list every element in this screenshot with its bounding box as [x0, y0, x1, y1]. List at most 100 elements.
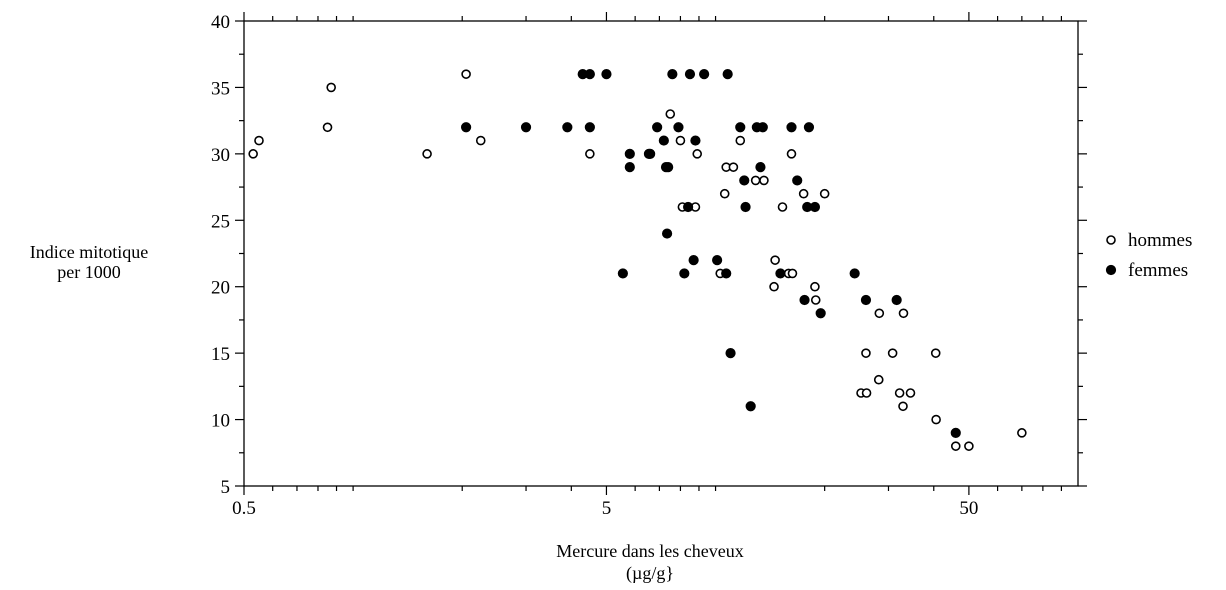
legend-label-hommes: hommes	[1128, 230, 1192, 251]
data-point-femmes	[601, 69, 612, 80]
data-point-hommes	[810, 295, 821, 305]
data-point-femmes	[815, 308, 826, 319]
data-point-hommes	[787, 268, 798, 279]
data-point-femmes	[679, 268, 690, 279]
data-point-femmes	[740, 201, 751, 213]
data-point-hommes	[798, 188, 809, 199]
data-point-hommes	[770, 255, 780, 265]
data-point-femmes	[739, 175, 750, 186]
y-tick-label: 10	[211, 411, 230, 432]
data-point-femmes	[617, 268, 628, 279]
data-point-femmes	[849, 268, 860, 279]
y-tick-label: 25	[211, 211, 230, 232]
data-point-femmes	[745, 401, 756, 412]
data-point-hommes	[735, 135, 746, 146]
legend: hommes femmes	[1105, 230, 1192, 281]
data-point-femmes	[891, 294, 902, 306]
data-point-femmes	[799, 294, 810, 306]
data-point-hommes	[930, 348, 941, 358]
y-axis-title-line-2: per 1000	[57, 262, 120, 282]
data-point-hommes	[874, 308, 885, 319]
data-point-femmes	[520, 122, 532, 133]
data-point-femmes	[645, 148, 656, 159]
data-point-femmes	[950, 427, 961, 438]
data-point-femmes	[684, 69, 696, 80]
data-point-hommes	[905, 388, 916, 398]
data-point-femmes	[667, 69, 678, 80]
data-point-femmes	[673, 122, 684, 133]
data-point-hommes	[719, 188, 730, 199]
legend-marker-femmes	[1105, 264, 1117, 276]
y-tick-label: 15	[211, 344, 230, 365]
data-point-hommes	[964, 441, 974, 451]
x-axis-title-line-2: (µg/g}	[626, 563, 674, 584]
data-point-hommes	[887, 348, 898, 358]
data-point-femmes	[663, 162, 674, 173]
y-tick-label: 20	[211, 278, 230, 299]
data-point-femmes	[735, 122, 746, 133]
data-point-femmes	[775, 268, 786, 279]
data-point-hommes	[931, 414, 941, 425]
data-point-femmes	[725, 348, 736, 359]
x-tick-label: 0.5	[232, 498, 256, 519]
data-point-femmes	[722, 69, 733, 80]
x-tick-label: 5	[602, 498, 612, 519]
data-point-hommes	[861, 388, 872, 398]
data-point-femmes	[755, 162, 766, 173]
data-point-hommes	[950, 441, 961, 451]
data-point-hommes	[898, 308, 909, 319]
data-point-hommes	[692, 149, 703, 159]
data-point-femmes	[786, 122, 797, 133]
y-tick-label: 35	[211, 78, 230, 99]
x-axis-title-line-1: Mercure dans les cheveux	[556, 541, 743, 561]
legend-marker-hommes	[1106, 235, 1116, 245]
data-point-femmes	[562, 122, 573, 133]
data-point-hommes	[322, 122, 333, 133]
data-point-femmes	[860, 294, 872, 306]
data-point-hommes	[819, 188, 830, 199]
data-point-femmes	[584, 122, 595, 133]
data-point-hommes	[861, 348, 871, 358]
data-point-hommes	[894, 388, 905, 398]
x-tick-label: 50	[959, 498, 978, 519]
data-point-hommes	[326, 82, 336, 93]
data-point-femmes	[624, 162, 635, 173]
y-tick-label: 5	[221, 477, 231, 498]
data-point-femmes	[699, 69, 710, 80]
data-point-hommes	[898, 401, 908, 412]
y-axis-title-line-1: Indice mitotique	[30, 242, 148, 262]
data-point-femmes	[652, 122, 663, 133]
legend-label-femmes: femmes	[1128, 260, 1188, 281]
y-tick-label: 40	[211, 12, 230, 33]
data-point-hommes	[461, 69, 471, 79]
axis-ticks	[235, 12, 1087, 495]
data-point-hommes	[585, 149, 595, 159]
data-point-hommes	[665, 109, 676, 119]
data-point-femmes	[683, 201, 694, 213]
data-point-femmes	[624, 148, 635, 159]
data-point-hommes	[675, 135, 686, 146]
data-points	[248, 69, 1027, 451]
data-point-femmes	[721, 268, 732, 279]
data-point-femmes	[792, 175, 803, 186]
data-point-femmes	[712, 255, 723, 266]
data-point-femmes	[461, 122, 472, 133]
data-point-hommes	[750, 175, 761, 186]
data-point-hommes	[777, 202, 788, 212]
data-point-hommes	[1017, 428, 1027, 438]
data-point-femmes	[661, 228, 673, 239]
data-point-femmes	[803, 122, 815, 133]
data-point-hommes	[759, 175, 769, 186]
data-point-femmes	[584, 69, 595, 80]
data-point-hommes	[254, 135, 264, 146]
data-point-femmes	[690, 135, 701, 146]
data-point-femmes	[688, 255, 699, 266]
data-point-femmes	[658, 135, 669, 146]
y-tick-label: 30	[211, 145, 230, 166]
data-point-hommes	[728, 162, 739, 172]
plot-frame	[243, 20, 1079, 487]
data-point-hommes	[786, 149, 797, 159]
data-point-femmes	[757, 122, 768, 133]
